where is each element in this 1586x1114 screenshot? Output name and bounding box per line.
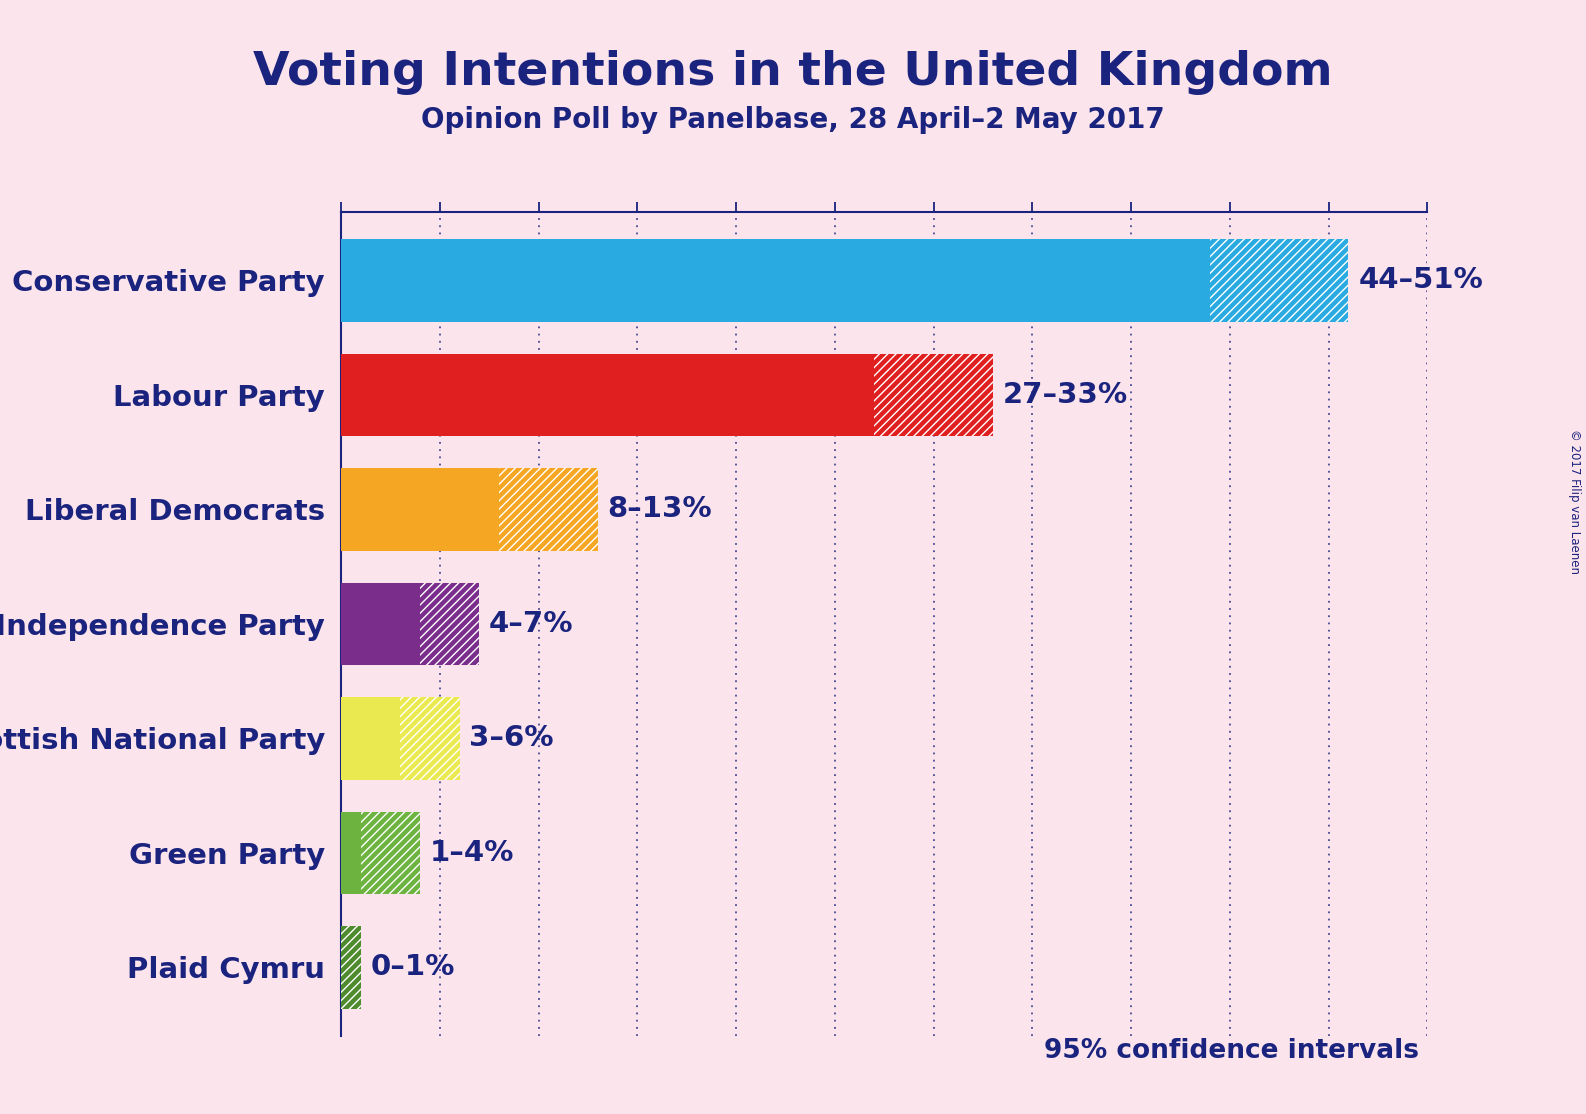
Bar <box>1210 240 1348 322</box>
Text: 1–4%: 1–4% <box>430 839 514 867</box>
Text: 4–7%: 4–7% <box>488 609 574 638</box>
Bar <box>341 926 360 1008</box>
Text: Voting Intentions in the United Kingdom: Voting Intentions in the United Kingdom <box>254 50 1332 95</box>
Text: 95% confidence intervals: 95% confidence intervals <box>1045 1038 1419 1064</box>
Text: 27–33%: 27–33% <box>1002 381 1128 409</box>
Text: 3–6%: 3–6% <box>469 724 554 752</box>
Bar <box>874 353 993 436</box>
Text: 0–1%: 0–1% <box>371 954 455 981</box>
Text: 8–13%: 8–13% <box>607 496 712 524</box>
Text: Opinion Poll by Panelbase, 28 April–2 May 2017: Opinion Poll by Panelbase, 28 April–2 Ma… <box>422 106 1164 134</box>
Bar <box>341 812 360 895</box>
Text: 44–51%: 44–51% <box>1358 266 1483 294</box>
Bar <box>420 583 479 665</box>
Bar <box>341 697 400 780</box>
Text: © 2017 Filip van Laenen: © 2017 Filip van Laenen <box>1569 429 1581 574</box>
Bar <box>341 353 874 436</box>
Bar <box>400 697 460 780</box>
Bar <box>500 468 598 550</box>
Bar <box>360 812 420 895</box>
Bar <box>341 468 500 550</box>
Bar <box>341 240 1210 322</box>
Bar <box>341 583 420 665</box>
